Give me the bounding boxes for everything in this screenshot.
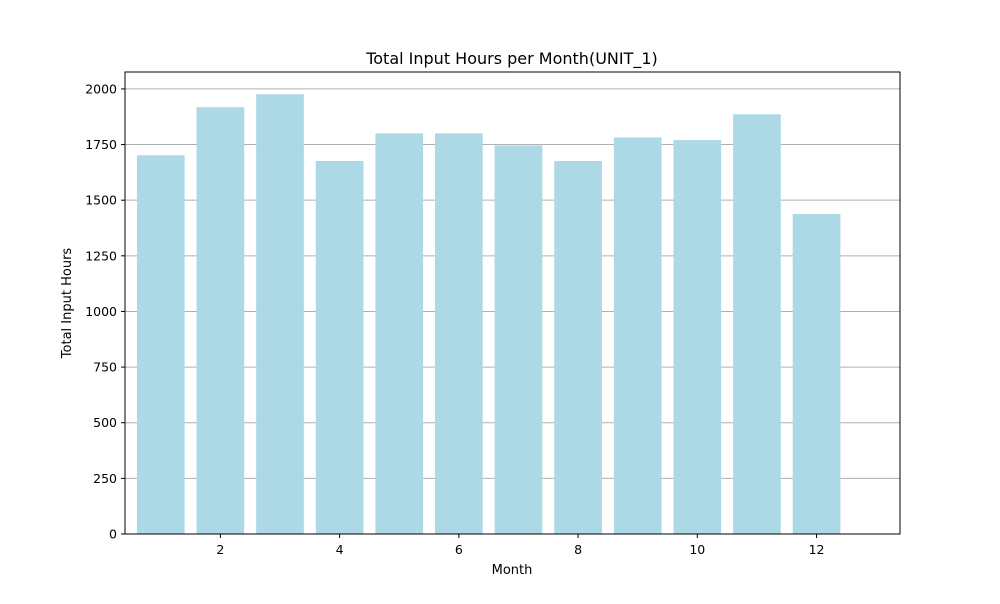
x-tick-label: 10 — [689, 542, 705, 557]
bar-month-7 — [494, 145, 543, 534]
y-tick-label: 2000 — [85, 81, 117, 96]
y-tick-label: 1250 — [85, 248, 117, 263]
bars — [136, 94, 841, 535]
chart-title: Total Input Hours per Month(UNIT_1) — [365, 49, 658, 69]
bar-month-2 — [196, 107, 245, 534]
y-tick-label: 1750 — [85, 137, 117, 152]
bar-month-9 — [613, 137, 662, 535]
x-axis-ticks: 2 4 6 8 10 12 — [216, 534, 824, 557]
y-tick-label: 1500 — [85, 193, 117, 208]
y-tick-label: 250 — [93, 471, 117, 486]
y-tick-label: 0 — [109, 527, 117, 542]
bar-month-5 — [375, 133, 424, 534]
x-tick-label: 6 — [455, 542, 463, 557]
bar-month-12 — [792, 213, 841, 534]
x-tick-label: 4 — [336, 542, 344, 557]
x-tick-label: 8 — [574, 542, 582, 557]
bar-month-4 — [315, 161, 364, 534]
bar-month-8 — [554, 161, 602, 534]
y-tick-label: 1000 — [85, 304, 117, 319]
bar-month-10 — [673, 140, 722, 534]
y-axis-ticks: 0 250 500 750 1000 1250 1500 1750 2000 — [85, 81, 125, 542]
bar-month-6 — [435, 133, 483, 534]
x-axis-label: Month — [492, 563, 533, 578]
y-tick-label: 750 — [93, 360, 117, 375]
bar-month-11 — [733, 114, 781, 534]
bar-month-1 — [136, 155, 185, 535]
plot-frame — [124, 71, 901, 535]
x-tick-label: 2 — [216, 542, 224, 557]
y-tick-label: 500 — [93, 415, 117, 430]
bar-month-3 — [256, 94, 304, 534]
x-tick-label: 12 — [809, 542, 825, 557]
y-axis-label: Total Input Hours — [60, 248, 75, 360]
